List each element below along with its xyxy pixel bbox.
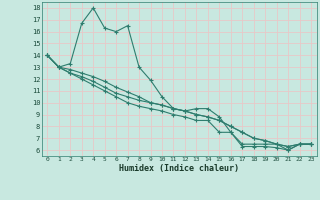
- X-axis label: Humidex (Indice chaleur): Humidex (Indice chaleur): [119, 164, 239, 173]
